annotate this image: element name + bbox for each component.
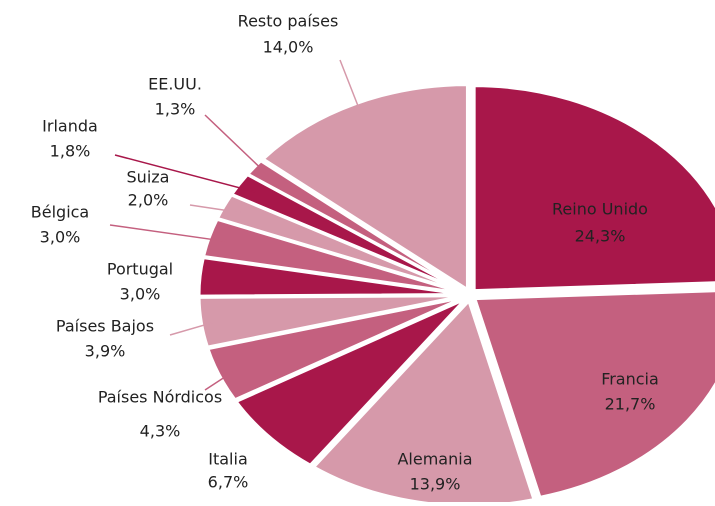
leader-line [114,154,256,193]
slice-label: Resto países [238,12,339,31]
pie-slice [205,295,466,402]
pie-slice [245,158,467,293]
pie-slice [260,83,469,293]
leader-line [189,204,241,214]
pie-slice [233,297,467,468]
leader-line [339,59,364,118]
slice-value-label: 4,3% [140,422,181,441]
slice-value-label: 21,7% [605,395,656,414]
leader-line [109,224,228,243]
slice-label: EE.UU. [148,75,202,94]
slice-label: Reino Unido [552,200,648,219]
slice-value-label: 1,8% [50,142,91,161]
slice-value-label: 6,7% [208,473,249,492]
slice-value-label: 2,0% [128,191,169,210]
leader-line [169,319,220,336]
slice-label: Alemania [397,450,472,469]
slice-label: Irlanda [42,117,98,136]
slice-label: Bélgica [31,203,89,222]
slice-label: Países Bajos [56,317,154,336]
slice-value-label: 1,3% [155,100,196,119]
slice-label: Suiza [127,168,170,187]
leader-line [204,114,270,177]
slice-label: Italia [208,450,248,469]
slice-value-label: 13,9% [410,475,461,494]
pie-slice [472,84,715,293]
slice-label: Países Nórdicos [98,388,222,407]
slice-value-label: 3,9% [85,342,126,361]
slice-value-label: 14,0% [263,38,314,57]
slice-label: Francia [601,370,659,389]
slice-value-label: 3,0% [120,285,161,304]
slice-value-label: 24,3% [575,227,626,246]
slice-label: Portugal [107,260,173,279]
slice-value-label: 3,0% [40,228,81,247]
pie-slice [472,289,715,500]
leader-line [204,368,237,391]
